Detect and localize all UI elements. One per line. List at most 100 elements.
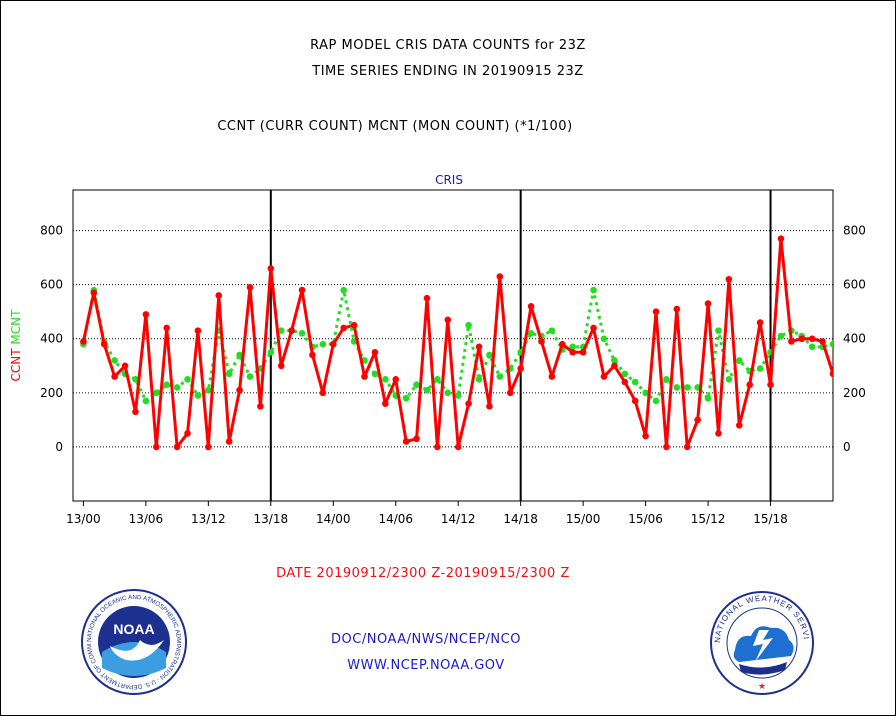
y-axis-label-ccnt: CCNT [9,345,23,382]
data-point-ccnt [819,338,826,345]
x-tick-label: 13/18 [254,512,289,526]
data-point-mcnt [163,381,170,389]
y-tick-label-left: 200 [40,386,63,400]
x-tick-label: 15/00 [566,512,601,526]
y-axis-label: CCNT MCNT [9,309,23,382]
data-point-mcnt [496,373,504,380]
data-point-ccnt [100,340,108,348]
x-tick-label: 15/12 [691,512,726,526]
data-point-mcnt [454,392,462,399]
data-point-mcnt [173,384,181,391]
data-point-ccnt [350,321,358,329]
data-point-ccnt [257,403,264,410]
data-point-mcnt [600,335,608,343]
data-point-mcnt [340,286,347,294]
data-point-mcnt [756,365,764,372]
data-point-mcnt [527,330,535,337]
y-axis-label-mcnt: MCNT [9,309,23,345]
data-point-ccnt [777,235,785,242]
x-tick-label: 15/18 [753,512,788,526]
data-point-ccnt [829,370,833,378]
data-point-ccnt [725,275,733,283]
data-point-ccnt [163,324,170,332]
x-tick-label: 13/00 [66,512,101,526]
data-point-ccnt [173,443,181,451]
data-point-mcnt [642,389,649,397]
data-point-mcnt [111,357,118,364]
data-point-ccnt [548,373,556,380]
data-point-mcnt [663,376,670,383]
x-tick-label: 14/12 [441,512,476,526]
chart-title-line-1: RAP MODEL CRIS DATA COUNTS for 23Z [310,38,586,53]
data-point-ccnt [225,438,233,445]
data-point-mcnt [152,389,160,397]
data-point-ccnt [756,319,764,326]
x-tick-label: 13/12 [191,512,226,526]
data-point-ccnt [590,324,597,332]
x-tick-label: 13/06 [129,512,164,526]
data-point-ccnt [309,351,316,359]
data-point-ccnt [704,300,712,307]
data-point-mcnt [725,376,733,383]
data-point-ccnt [382,400,389,407]
data-point-ccnt [413,435,420,443]
data-point-mcnt [548,327,556,334]
y-tick-label-right: 400 [843,332,866,346]
data-point-mcnt [184,376,191,383]
data-point-ccnt [715,430,722,437]
data-point-ccnt [236,386,243,394]
data-point-mcnt [194,392,202,399]
data-point-ccnt [454,443,462,451]
data-point-ccnt [517,365,524,372]
data-point-mcnt [621,370,629,378]
x-tick-label: 14/06 [378,512,413,526]
data-point-ccnt [486,403,493,410]
data-point-ccnt [746,381,754,389]
org-label: DOC/NOAA/NWS/NCEP/NCO [331,632,521,647]
data-point-ccnt [736,421,743,429]
data-point-mcnt [444,389,452,397]
data-point-ccnt [631,397,639,405]
y-tick-label-right: 200 [843,386,866,400]
data-point-ccnt [288,327,295,334]
data-point-mcnt [673,384,681,391]
data-point-ccnt [329,340,337,348]
chart-title-line-3: CCNT (CURR COUNT) MCNT (MON COUNT) (*1/1… [217,119,573,134]
data-point-ccnt [621,378,629,386]
data-point-mcnt [829,340,833,348]
data-point-ccnt [371,348,379,356]
data-point-mcnt [465,321,472,329]
y-tick-label-right: 600 [843,278,866,292]
y-tick-label-left: 400 [40,332,63,346]
data-point-mcnt [611,357,618,364]
data-point-ccnt [340,324,347,332]
data-point-ccnt [694,416,701,424]
data-point-ccnt [205,443,212,451]
data-point-ccnt [579,348,587,356]
data-point-ccnt [319,389,327,397]
nws-logo: NATIONAL WEATHER SERVICE ★ [709,590,814,695]
data-point-mcnt [277,327,285,334]
data-point-ccnt [444,316,452,324]
data-point-ccnt [152,443,160,451]
data-point-ccnt [767,381,774,389]
x-tick-label: 14/18 [503,512,538,526]
data-point-mcnt [590,286,597,294]
website-label: WWW.NCEP.NOAA.GOV [347,658,505,673]
data-point-ccnt [475,343,483,351]
data-point-ccnt [90,289,98,297]
data-point-mcnt [777,332,785,340]
data-point-ccnt [663,443,670,451]
data-point-mcnt [402,394,410,402]
data-point-ccnt [267,265,275,272]
data-point-ccnt [80,338,87,345]
x-tick-label: 15/06 [628,512,663,526]
data-point-ccnt [194,327,202,334]
noaa-logo-text: NOAA [113,621,154,637]
chart-subtitle: CRIS [435,173,463,187]
data-point-ccnt [392,376,400,383]
noaa-logo: NOAA NATIONAL OCEANIC AND ATMOSPHERIC AD… [80,588,187,695]
data-point-mcnt [486,351,493,359]
